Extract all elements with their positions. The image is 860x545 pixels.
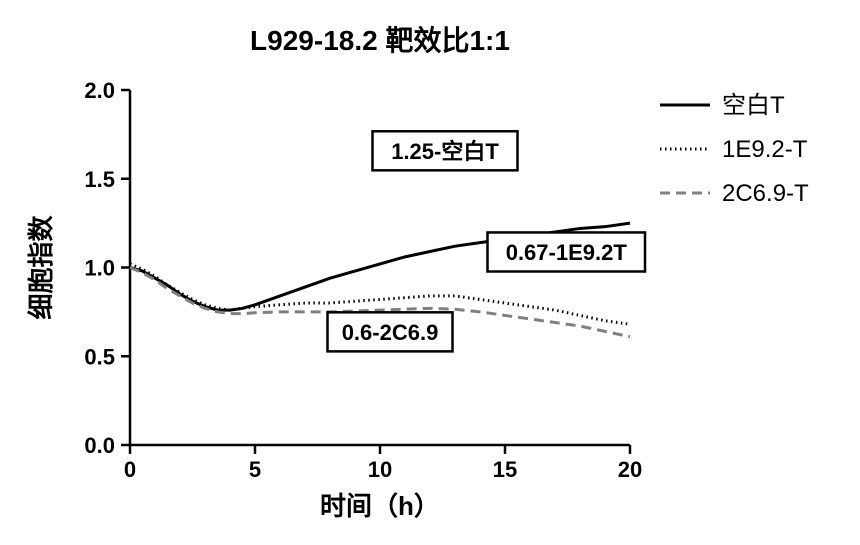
x-tick-label: 5 <box>249 457 261 482</box>
x-tick-label: 15 <box>493 457 517 482</box>
legend-label: 空白T <box>722 92 785 119</box>
legend-label: 2C6.9-T <box>722 180 809 207</box>
chart-svg: L929-18.2 靶效比1:1 0 5 10 15 20 0.0 0.5 1.0 1.5 2.… <box>0 0 860 545</box>
y-tick-label: 1.0 <box>84 256 115 281</box>
callout-label: 0.6-2C6.9 <box>342 320 439 345</box>
x-ticks: 0 5 10 15 20 <box>124 445 642 482</box>
callout-label: 0.67-1E9.2T <box>506 240 628 265</box>
x-tick-label: 0 <box>124 457 136 482</box>
legend: 空白T 1E9.2-T 2C6.9-T <box>660 92 809 207</box>
callout-label: 1.25-空白T <box>391 139 499 164</box>
y-tick-label: 2.0 <box>84 78 115 103</box>
y-axis-label: 细胞指数 <box>26 215 56 320</box>
chart-container: L929-18.2 靶效比1:1 0 5 10 15 20 0.0 0.5 1.0 1.5 2.… <box>0 0 860 545</box>
y-ticks: 0.0 0.5 1.0 1.5 2.0 <box>84 78 130 458</box>
y-tick-label: 0.0 <box>84 433 115 458</box>
legend-label: 1E9.2-T <box>722 136 808 163</box>
y-tick-label: 1.5 <box>84 167 115 192</box>
x-tick-label: 20 <box>618 457 642 482</box>
x-axis-label: 时间（h） <box>320 491 440 521</box>
y-tick-label: 0.5 <box>84 344 115 369</box>
x-tick-label: 10 <box>368 457 392 482</box>
chart-title: L929-18.2 靶效比1:1 <box>250 25 510 56</box>
